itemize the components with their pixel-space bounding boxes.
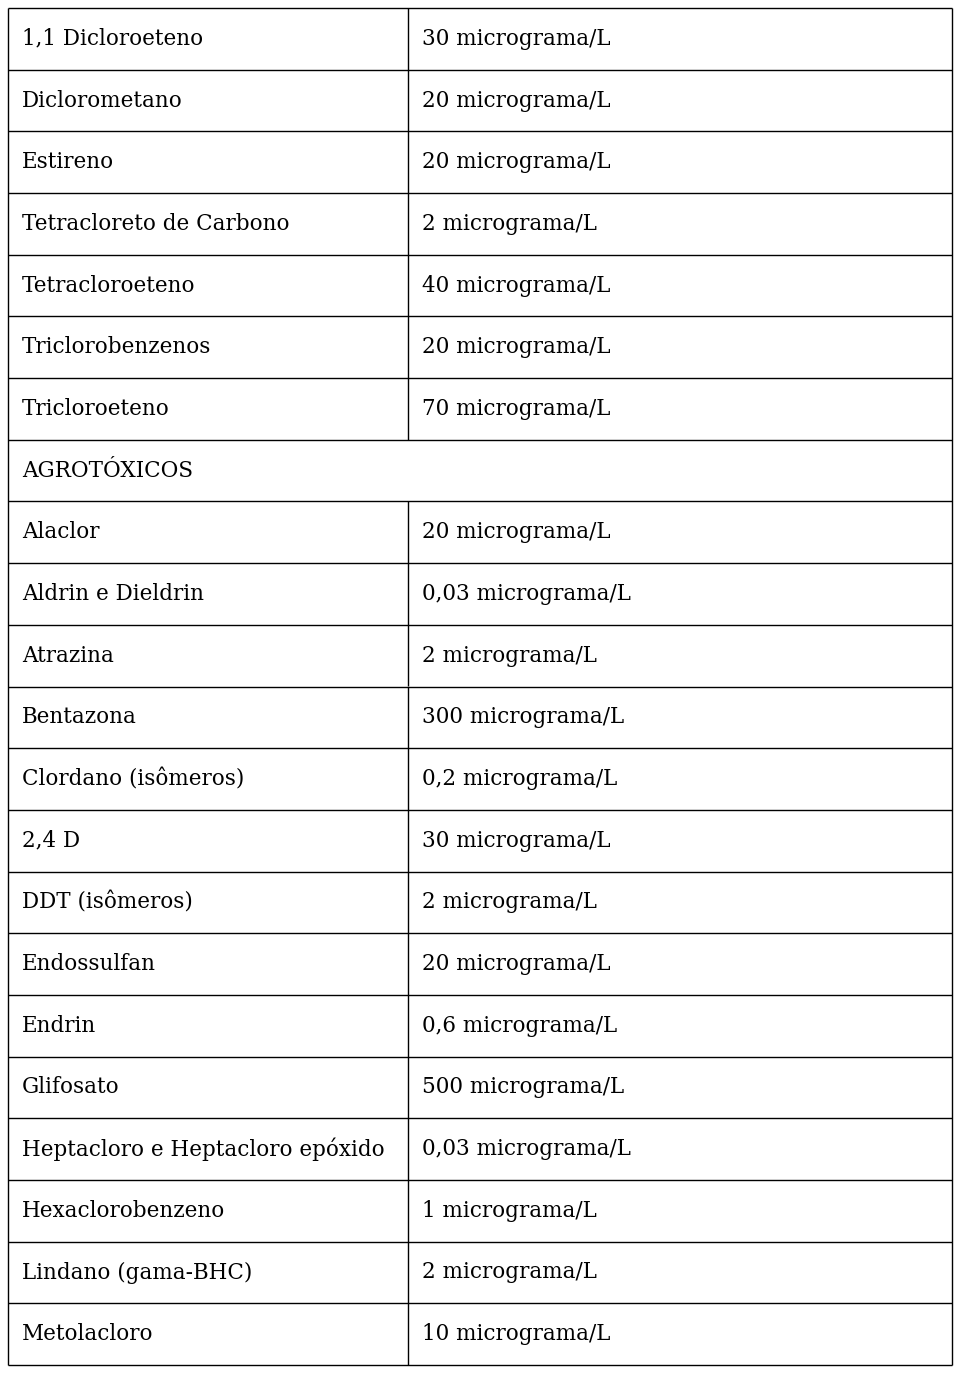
Text: 30 micrograma/L: 30 micrograma/L [422, 829, 611, 851]
Text: 20 micrograma/L: 20 micrograma/L [422, 151, 611, 173]
Text: 10 micrograma/L: 10 micrograma/L [422, 1324, 611, 1346]
Text: 300 micrograma/L: 300 micrograma/L [422, 706, 624, 728]
Text: Estireno: Estireno [22, 151, 114, 173]
Text: Tetracloroeteno: Tetracloroeteno [22, 275, 196, 297]
Text: Endrin: Endrin [22, 1015, 96, 1037]
Text: 0,03 micrograma/L: 0,03 micrograma/L [422, 1138, 631, 1160]
Text: 2 micrograma/L: 2 micrograma/L [422, 645, 597, 667]
Text: 70 micrograma/L: 70 micrograma/L [422, 398, 611, 420]
Text: 0,6 micrograma/L: 0,6 micrograma/L [422, 1015, 617, 1037]
Text: 20 micrograma/L: 20 micrograma/L [422, 336, 611, 358]
Text: Aldrin e Dieldrin: Aldrin e Dieldrin [22, 584, 204, 605]
Text: Clordano (isômeros): Clordano (isômeros) [22, 768, 245, 789]
Text: Endossulfan: Endossulfan [22, 953, 156, 975]
Text: Hexaclorobenzeno: Hexaclorobenzeno [22, 1200, 226, 1222]
Text: DDT (isômeros): DDT (isômeros) [22, 891, 193, 913]
Text: 2 micrograma/L: 2 micrograma/L [422, 1262, 597, 1284]
Text: Diclorometano: Diclorometano [22, 89, 182, 111]
Text: Glifosato: Glifosato [22, 1076, 120, 1098]
Text: AGROTÓXICOS: AGROTÓXICOS [22, 460, 193, 482]
Text: Atrazina: Atrazina [22, 645, 114, 667]
Text: Tricloroeteno: Tricloroeteno [22, 398, 170, 420]
Text: Bentazona: Bentazona [22, 706, 137, 728]
Text: 500 micrograma/L: 500 micrograma/L [422, 1076, 624, 1098]
Text: 20 micrograma/L: 20 micrograma/L [422, 522, 611, 544]
Text: 20 micrograma/L: 20 micrograma/L [422, 89, 611, 111]
Text: Alaclor: Alaclor [22, 522, 100, 544]
Text: 40 micrograma/L: 40 micrograma/L [422, 275, 611, 297]
Text: 2,4 D: 2,4 D [22, 829, 80, 851]
Text: 1,1 Dicloroeteno: 1,1 Dicloroeteno [22, 27, 204, 49]
Text: 30 micrograma/L: 30 micrograma/L [422, 27, 611, 49]
Text: Tetracloreto de Carbono: Tetracloreto de Carbono [22, 213, 290, 235]
Text: 20 micrograma/L: 20 micrograma/L [422, 953, 611, 975]
Text: 0,03 micrograma/L: 0,03 micrograma/L [422, 584, 631, 605]
Text: 2 micrograma/L: 2 micrograma/L [422, 891, 597, 913]
Text: Metolacloro: Metolacloro [22, 1324, 154, 1346]
Text: 2 micrograma/L: 2 micrograma/L [422, 213, 597, 235]
Text: Lindano (gama-BHC): Lindano (gama-BHC) [22, 1262, 252, 1284]
Text: 0,2 micrograma/L: 0,2 micrograma/L [422, 768, 617, 789]
Text: 1 micrograma/L: 1 micrograma/L [422, 1200, 597, 1222]
Text: Triclorobenzenos: Triclorobenzenos [22, 336, 211, 358]
Text: Heptacloro e Heptacloro epóxido: Heptacloro e Heptacloro epóxido [22, 1137, 385, 1160]
